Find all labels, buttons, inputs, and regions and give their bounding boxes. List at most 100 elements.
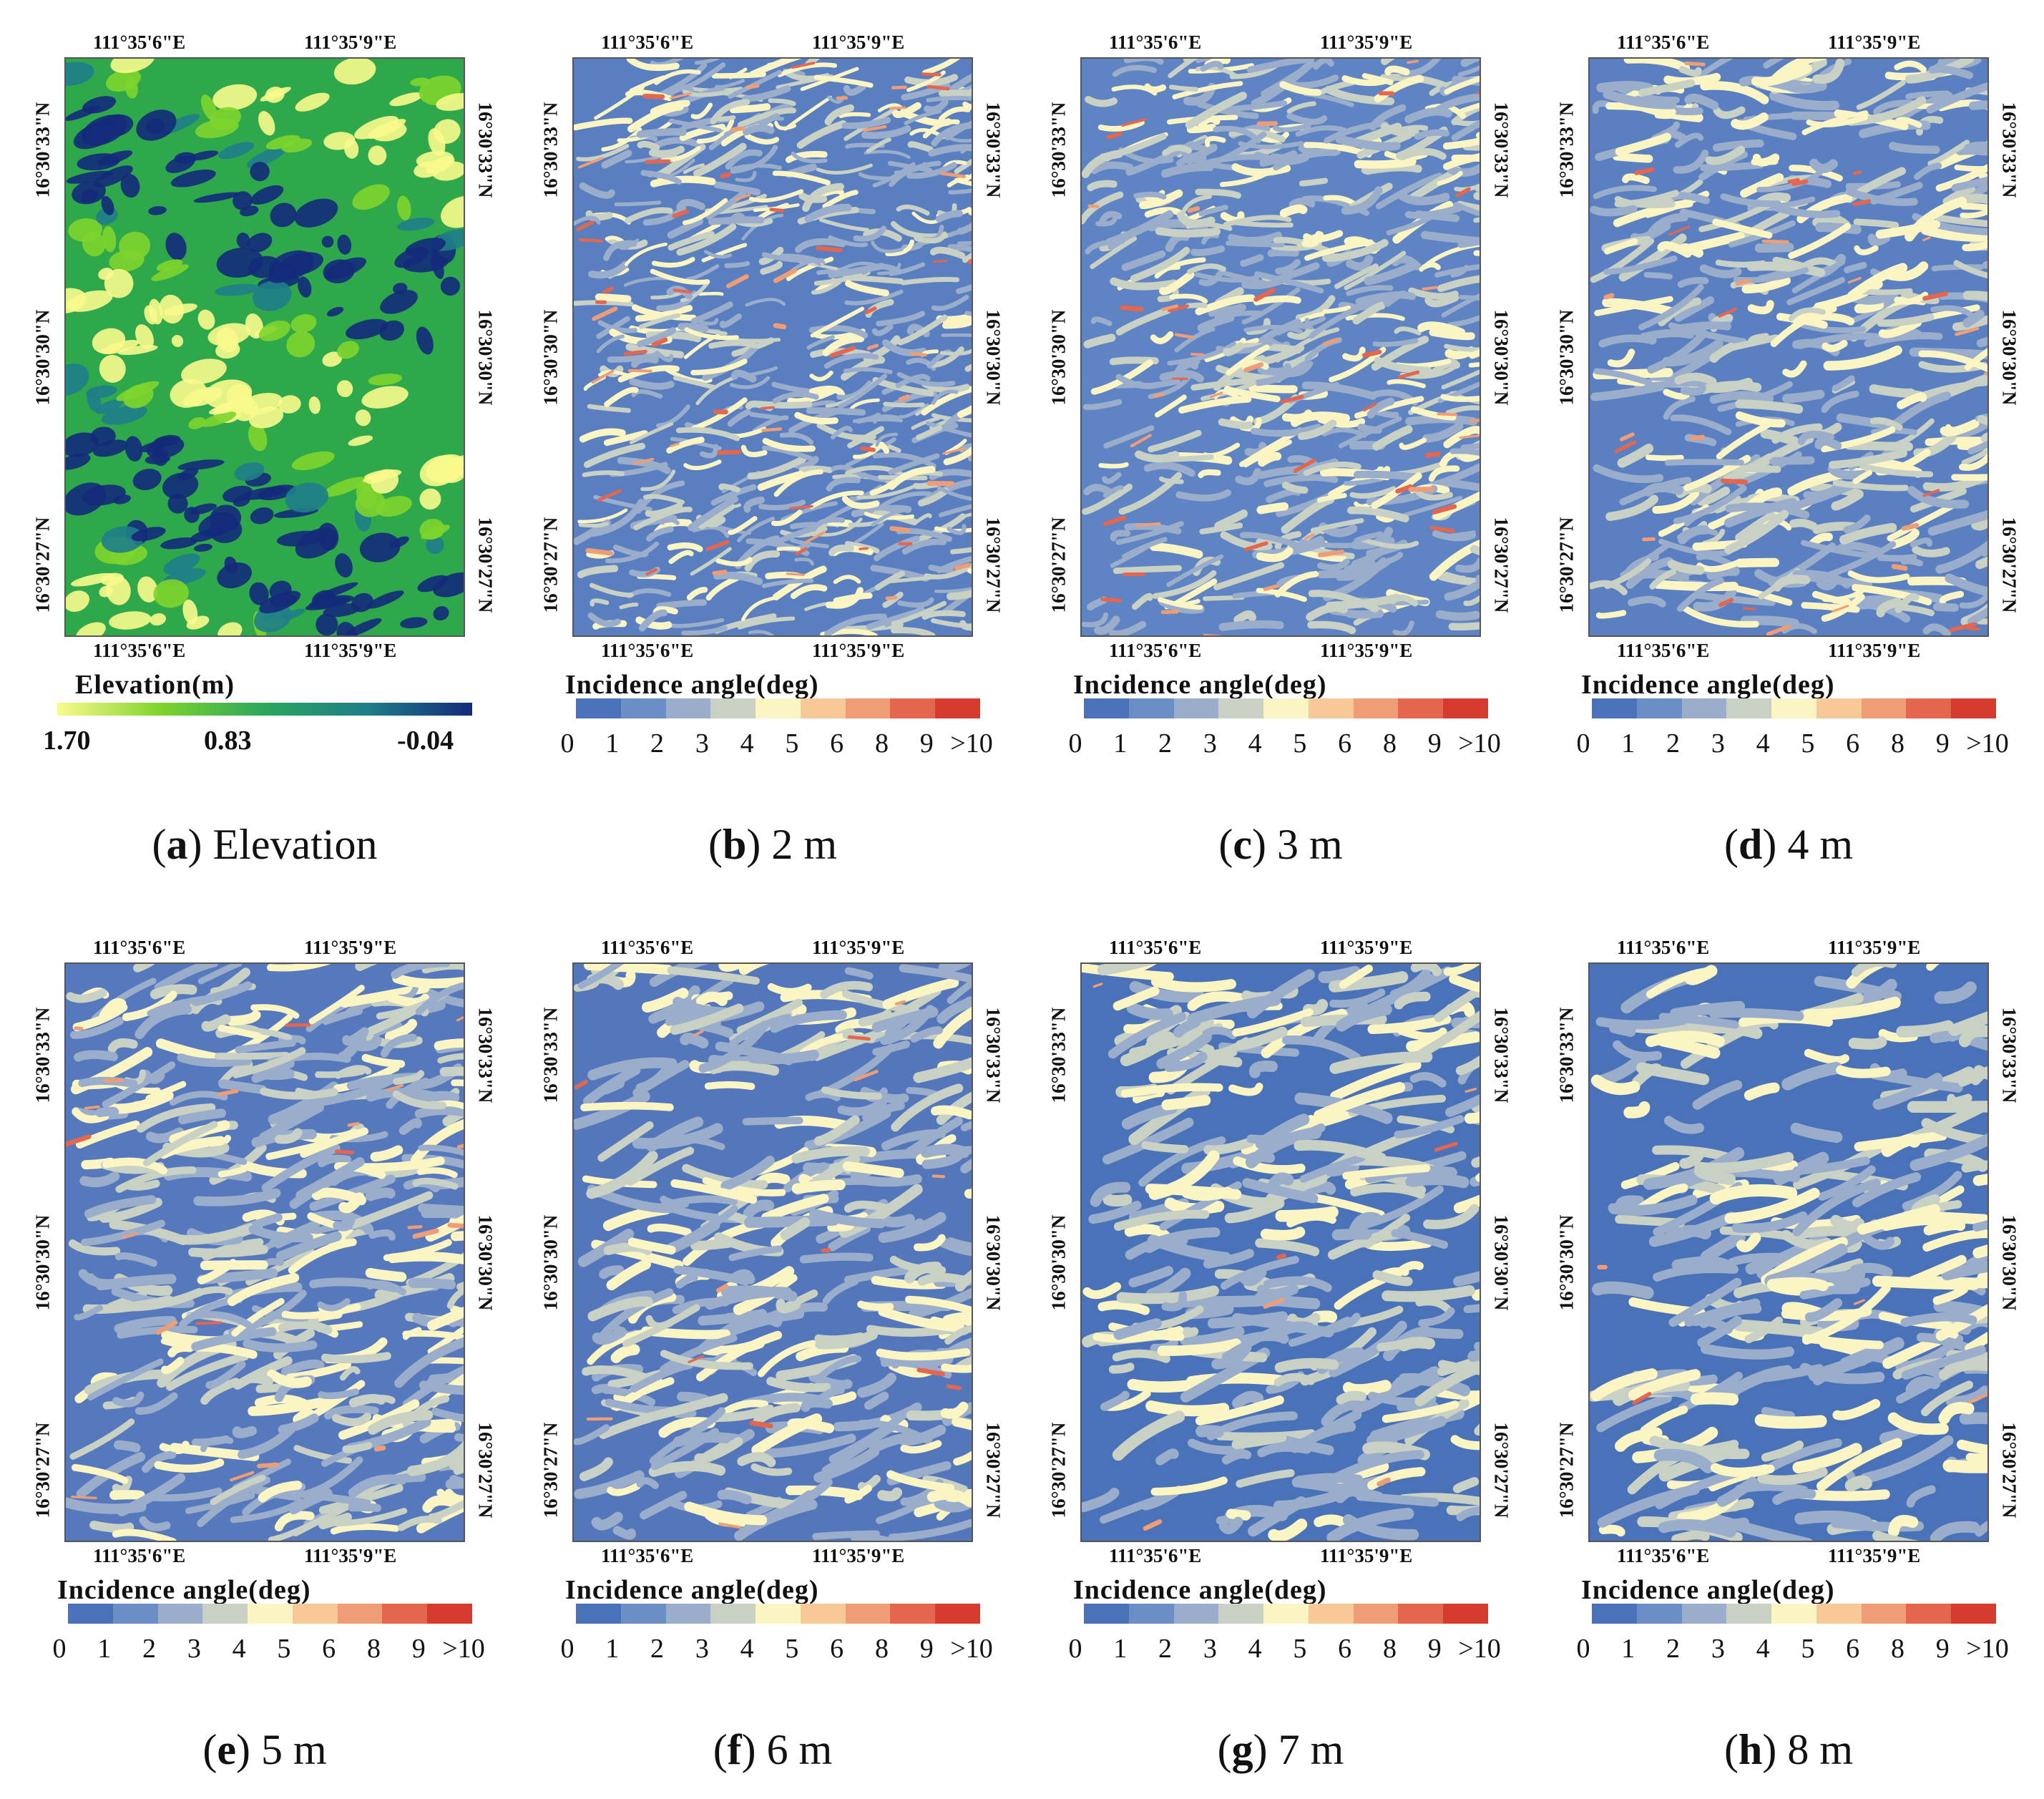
incidence-colorbar (1084, 1604, 1489, 1624)
colorbar-class-5 (800, 1604, 846, 1624)
caption-text: 8 m (1787, 1726, 1854, 1773)
colorbar-class-3 (1218, 1604, 1264, 1624)
colorbar-label: 0 (560, 728, 574, 759)
caption-letter: c (1233, 821, 1252, 868)
colorbar-class-1 (112, 1604, 158, 1624)
colorbar-label: 0 (52, 1634, 67, 1664)
map-e (64, 962, 465, 1542)
colorbar-label: 6 (1846, 1634, 1860, 1664)
lat-tick-label: 16°30'33"N (1490, 1007, 1512, 1103)
colorbar-label: 6 (1338, 728, 1352, 759)
colorbar-label: 9 (919, 728, 934, 759)
caption-h: (h) 8 m (1723, 1726, 1854, 1773)
colorbar-label: 2 (650, 728, 665, 759)
colorbar-class-0 (576, 1604, 621, 1624)
lat-tick-label: 16°30'27"N (1047, 1422, 1070, 1518)
colorbar-class-3 (202, 1604, 248, 1624)
colorbar-label: 9 (1427, 728, 1442, 759)
colorbar-class-0 (68, 1604, 113, 1624)
colorbar-class-2 (157, 1604, 203, 1624)
colorbar-class-6 (337, 1604, 383, 1624)
colorbar-class-3 (710, 698, 756, 718)
colorbar-label: 5 (785, 1634, 799, 1664)
colorbar-class-4 (1771, 698, 1816, 718)
lat-tick-label: 16°30'30"N (1555, 1214, 1578, 1311)
colorbar-label: 1 (1113, 1634, 1128, 1664)
colorbar-class-1 (1128, 698, 1174, 718)
colorbar-class-1 (1636, 1604, 1682, 1624)
colorbar-label: >10 (1966, 1634, 2009, 1664)
lat-tick-label: 16°30'27"N (31, 517, 54, 613)
colorbar-label: 5 (1801, 1634, 1815, 1664)
colorbar-class-8 (1443, 698, 1489, 718)
colorbar-class-5 (800, 698, 846, 718)
colorbar-class-8 (935, 698, 981, 718)
legend-title: Incidence angle(deg) (1581, 670, 1835, 700)
colorbar-class-7 (1398, 1604, 1444, 1624)
colorbar-label: 4 (1756, 1634, 1770, 1664)
colorbar-class-6 (1353, 698, 1399, 718)
lat-tick-label: 16°30'27"N (1998, 517, 2020, 613)
lon-tick-label: 111°35'9"E (1320, 31, 1413, 53)
colorbar-class-4 (756, 1604, 801, 1624)
elevation-colorbar (57, 703, 472, 716)
colorbar-class-5 (1816, 698, 1862, 718)
caption-e: (e) 5 m (202, 1726, 327, 1773)
colorbar-label: 3 (695, 728, 709, 759)
caption-c: (c) 3 m (1218, 821, 1343, 868)
colorbar-label: 6 (322, 1634, 336, 1664)
colorbar-label: 5 (1293, 1634, 1307, 1664)
colorbar-label: 8 (366, 1634, 381, 1664)
caption-text: 2 m (771, 821, 838, 868)
colorbar-label: 4 (1756, 728, 1770, 759)
colorbar-class-7 (1906, 698, 1952, 718)
colorbar-class-3 (1726, 1604, 1772, 1624)
lat-tick-label: 16°30'30"N (474, 309, 497, 406)
colorbar-label: 2 (1666, 728, 1681, 759)
lat-tick-label: 16°30'27"N (1047, 517, 1070, 613)
colorbar-label: 1 (1621, 728, 1635, 759)
map-h (1588, 962, 1989, 1542)
colorbar-class-4 (1263, 1604, 1309, 1624)
colorbar-label: 2 (1158, 1634, 1173, 1664)
legend-title: Incidence angle(deg) (1581, 1575, 1835, 1605)
colorbar-class-5 (1816, 1604, 1862, 1624)
lat-tick-label: 16°30'30"N (1047, 309, 1070, 406)
colorbar-class-0 (1592, 1604, 1637, 1624)
colorbar-class-6 (845, 1604, 891, 1624)
lat-tick-label: 16°30'30"N (1490, 1214, 1512, 1311)
lon-tick-label: 111°35'9"E (812, 937, 905, 958)
colorbar-class-3 (710, 1604, 756, 1624)
lon-tick-label: 111°35'9"E (1828, 937, 1921, 958)
lon-tick-label: 111°35'9"E (1828, 1545, 1921, 1566)
colorbar-class-4 (248, 1604, 293, 1624)
lat-tick-label: 16°30'27"N (1555, 517, 1578, 613)
lat-tick-label: 16°30'27"N (1998, 1422, 2020, 1518)
map-texture-g (1082, 964, 1480, 1541)
incidence-colorbar (576, 1604, 981, 1624)
colorbar-label: 3 (1203, 728, 1217, 759)
colorbar-class-4 (1263, 698, 1309, 718)
map-d (1588, 57, 1989, 637)
legend-title: Incidence angle(deg) (57, 1575, 311, 1605)
lon-tick-label: 111°35'6"E (93, 1545, 186, 1566)
colorbar-class-7 (1398, 698, 1444, 718)
colorbar-label: 9 (411, 1634, 426, 1664)
lon-tick-label: 111°35'6"E (1617, 937, 1710, 958)
colorbar-label: -0.04 (397, 726, 454, 756)
colorbar-class-0 (1084, 1604, 1129, 1624)
map-texture-c (1082, 59, 1480, 635)
caption-letter: f (727, 1726, 742, 1773)
colorbar-label: 4 (1248, 1634, 1262, 1664)
legend-title: Incidence angle(deg) (565, 670, 819, 700)
colorbar-label: 5 (785, 728, 799, 759)
lon-tick-label: 111°35'9"E (1828, 640, 1921, 661)
colorbar-class-7 (1906, 1604, 1952, 1624)
colorbar-label: 1 (605, 1634, 620, 1664)
colorbar-label: 0 (1068, 1634, 1082, 1664)
colorbar-label: 1.70 (43, 726, 91, 756)
caption-a: (a) Elevation (152, 821, 378, 868)
lon-tick-label: 111°35'6"E (93, 31, 186, 53)
caption-f: (f) 6 m (713, 1726, 833, 1773)
colorbar-label: >10 (1458, 728, 1501, 759)
